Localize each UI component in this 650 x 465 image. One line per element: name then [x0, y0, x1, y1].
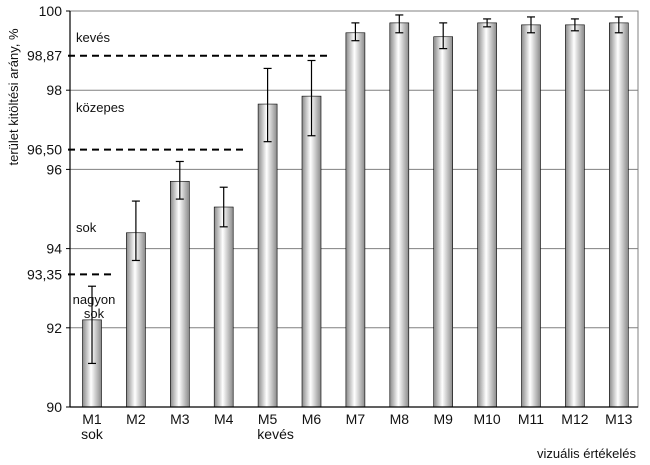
bars [82, 14, 629, 408]
y-tick-label: 96 [46, 161, 62, 177]
x-tick-sublabel: sok [81, 426, 104, 442]
bar [345, 32, 366, 408]
axes [66, 10, 638, 408]
x-tick-label: M8 [390, 411, 410, 427]
x-tick-label: M3 [170, 411, 190, 427]
threshold-label: 98,87 [27, 48, 62, 64]
x-tick-label: M11 [518, 411, 544, 427]
threshold-label: 96,50 [27, 142, 62, 158]
x-tick-label: M12 [561, 411, 588, 427]
x-tick-label: M6 [302, 411, 322, 427]
y-tick-label: 90 [46, 399, 62, 415]
x-tick-label: M10 [473, 411, 500, 427]
bar [213, 206, 234, 408]
x-tick-sublabel: kevés [257, 426, 294, 442]
x-tick-label: M4 [214, 411, 234, 427]
bar [477, 22, 497, 408]
y-tick-label: 98 [46, 82, 62, 98]
x-axis-title: vizuális értékelés [537, 446, 636, 461]
threshold-lines [68, 54, 330, 276]
x-tick-label: M2 [126, 411, 146, 427]
zone-label: sok [76, 220, 97, 235]
y-axis-title: terület kitöltési arány, % [6, 28, 21, 165]
bar [433, 36, 454, 408]
y-tick-label: 100 [39, 3, 63, 19]
labels: 90 92 94 96 98 100 98,87 96,50 93,35 kevés közepes… [6, 3, 636, 461]
x-tick-label: M5 [258, 411, 278, 427]
x-tick-label: M9 [433, 411, 453, 427]
threshold-label: 93,35 [27, 266, 62, 282]
y-tick-label: 94 [46, 241, 62, 257]
bar [565, 24, 585, 408]
zone-label: nagyon sok [73, 292, 116, 321]
bar [521, 24, 541, 408]
bar [608, 22, 629, 408]
bar [389, 22, 410, 408]
x-tick-label: M1 [82, 411, 102, 427]
x-tick-label: M13 [605, 411, 632, 427]
x-tick-label: M7 [346, 411, 366, 427]
bar [170, 180, 190, 408]
zone-label: kevés [76, 30, 110, 45]
y-tick-label: 92 [46, 320, 62, 336]
zone-label: közepes [76, 100, 125, 115]
bar [301, 95, 322, 408]
bar [257, 103, 278, 408]
